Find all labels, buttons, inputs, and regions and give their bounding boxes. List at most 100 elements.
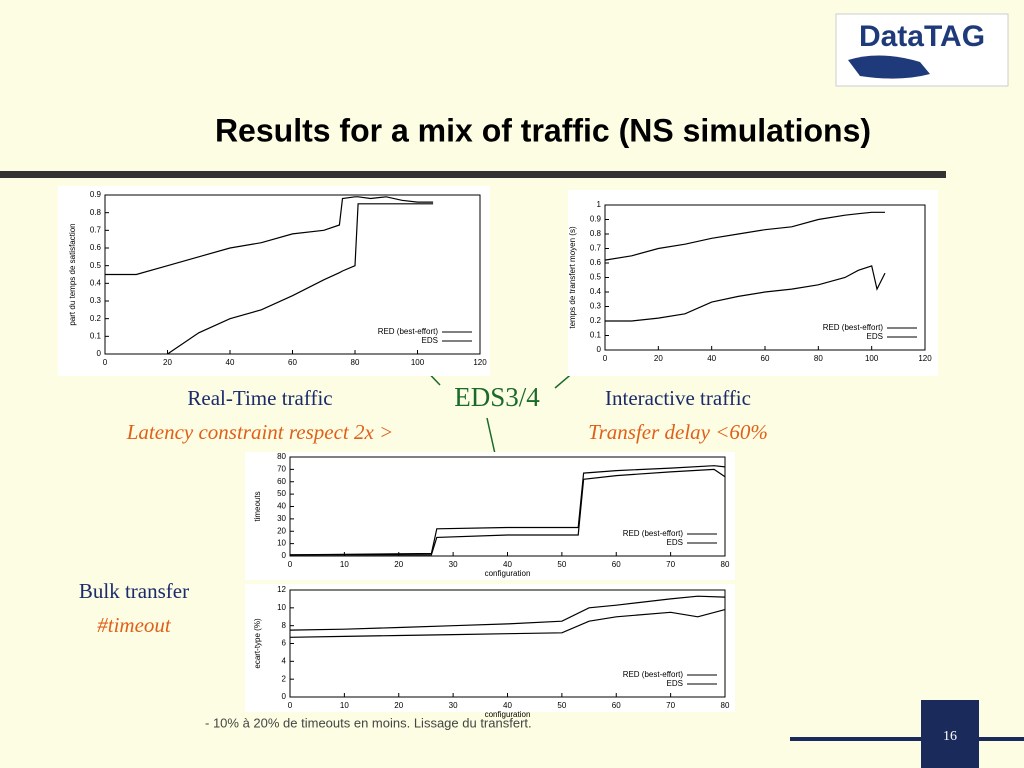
x-tick-label: 30 <box>449 560 458 569</box>
y-tick-label: 12 <box>277 585 286 594</box>
slide-number: 16 <box>943 729 957 744</box>
series-line <box>605 265 886 322</box>
legend-label: RED (best-effort) <box>623 670 684 679</box>
chart-background <box>58 186 490 376</box>
y-tick-label: 0.3 <box>590 302 602 311</box>
slide-number-box <box>921 700 979 768</box>
x-tick-label: 80 <box>721 560 730 569</box>
y-tick-label: 50 <box>277 489 286 498</box>
footnote: - 10% à 20% de timeouts en moins. Lissag… <box>205 715 532 730</box>
y-tick-label: 80 <box>277 452 286 461</box>
series-line <box>290 468 726 556</box>
y-tick-label: 0.6 <box>90 243 102 252</box>
legend-label: EDS <box>422 336 438 345</box>
caption: Real-Time traffic <box>187 386 332 410</box>
y-tick-label: 0.2 <box>90 314 102 323</box>
logo-map <box>848 55 930 79</box>
y-tick-label: 0.3 <box>90 296 102 305</box>
x-tick-label: 20 <box>394 560 403 569</box>
caption: Bulk transfer <box>79 579 189 603</box>
caption-note: Transfer delay <60% <box>588 420 768 444</box>
y-tick-label: 60 <box>277 477 286 486</box>
x-tick-label: 20 <box>394 701 403 710</box>
y-tick-label: 0.4 <box>590 287 602 296</box>
caption: Interactive traffic <box>605 386 751 410</box>
x-tick-label: 80 <box>814 354 823 363</box>
x-tick-label: 120 <box>473 358 487 367</box>
y-axis-label: temps de transfert moyen (s) <box>568 226 577 329</box>
y-tick-label: 0 <box>597 345 602 354</box>
series-line <box>604 211 885 261</box>
x-tick-label: 0 <box>103 358 108 367</box>
y-tick-label: 10 <box>277 603 286 612</box>
y-tick-label: 4 <box>282 656 287 665</box>
y-tick-label: 40 <box>277 502 286 511</box>
y-tick-label: 0.9 <box>590 215 602 224</box>
legend-label: RED (best-effort) <box>378 327 439 336</box>
y-tick-label: 0 <box>97 349 102 358</box>
x-tick-label: 20 <box>163 358 172 367</box>
y-tick-label: 70 <box>277 464 286 473</box>
y-tick-label: 0.5 <box>590 273 602 282</box>
x-tick-label: 40 <box>503 560 512 569</box>
legend-label: EDS <box>667 538 683 547</box>
y-tick-label: 8 <box>282 621 287 630</box>
y-axis-label: timeouts <box>253 491 262 521</box>
y-tick-label: 0.1 <box>590 331 602 340</box>
series-line <box>289 595 726 631</box>
x-tick-label: 60 <box>612 560 621 569</box>
legend-label: EDS <box>867 332 883 341</box>
series-line <box>105 196 434 276</box>
chart-background <box>245 584 735 712</box>
x-tick-label: 10 <box>340 560 349 569</box>
legend-label: RED (best-effort) <box>823 323 884 332</box>
eds-label: EDS3/4 <box>454 382 540 412</box>
logo-text: DataTAG <box>859 20 985 53</box>
x-tick-label: 50 <box>557 560 566 569</box>
y-tick-label: 0.9 <box>90 190 102 199</box>
legend-label: RED (best-effort) <box>623 529 684 538</box>
y-tick-label: 0.1 <box>90 331 102 340</box>
series-line <box>289 465 726 556</box>
x-axis-label: configuration <box>485 710 531 719</box>
x-tick-label: 80 <box>351 358 360 367</box>
y-tick-label: 0.6 <box>590 258 602 267</box>
chart-background <box>245 452 735 580</box>
x-tick-label: 80 <box>721 701 730 710</box>
x-tick-label: 40 <box>707 354 716 363</box>
x-tick-label: 0 <box>288 560 293 569</box>
y-tick-label: 0.8 <box>590 229 602 238</box>
y-tick-label: 10 <box>277 539 286 548</box>
x-tick-label: 40 <box>503 701 512 710</box>
x-tick-label: 20 <box>654 354 663 363</box>
x-tick-label: 100 <box>865 354 879 363</box>
caption-note: #timeout <box>97 613 172 637</box>
x-tick-label: 30 <box>449 701 458 710</box>
x-tick-label: 0 <box>288 701 293 710</box>
x-tick-label: 70 <box>666 560 675 569</box>
x-axis-label: configuration <box>485 569 531 578</box>
slide-title: Results for a mix of traffic (NS simulat… <box>215 112 871 148</box>
chart-background <box>568 190 938 376</box>
y-tick-label: 0.4 <box>90 278 102 287</box>
x-tick-label: 10 <box>340 701 349 710</box>
y-tick-label: 0.7 <box>90 225 102 234</box>
title-rule <box>0 171 946 178</box>
caption-note: Latency constraint respect 2x > <box>126 420 394 444</box>
y-tick-label: 6 <box>282 639 287 648</box>
y-tick-label: 0.7 <box>590 244 602 253</box>
x-tick-label: 0 <box>603 354 608 363</box>
y-tick-label: 0.5 <box>90 261 102 270</box>
y-tick-label: 20 <box>277 526 286 535</box>
x-tick-label: 60 <box>761 354 770 363</box>
x-tick-label: 50 <box>557 701 566 710</box>
y-tick-label: 2 <box>282 674 287 683</box>
x-tick-label: 60 <box>288 358 297 367</box>
x-tick-label: 60 <box>612 701 621 710</box>
y-tick-label: 1 <box>597 200 602 209</box>
series-line <box>167 203 434 355</box>
series-line <box>289 609 726 638</box>
y-tick-label: 30 <box>277 514 286 523</box>
x-tick-label: 120 <box>918 354 932 363</box>
